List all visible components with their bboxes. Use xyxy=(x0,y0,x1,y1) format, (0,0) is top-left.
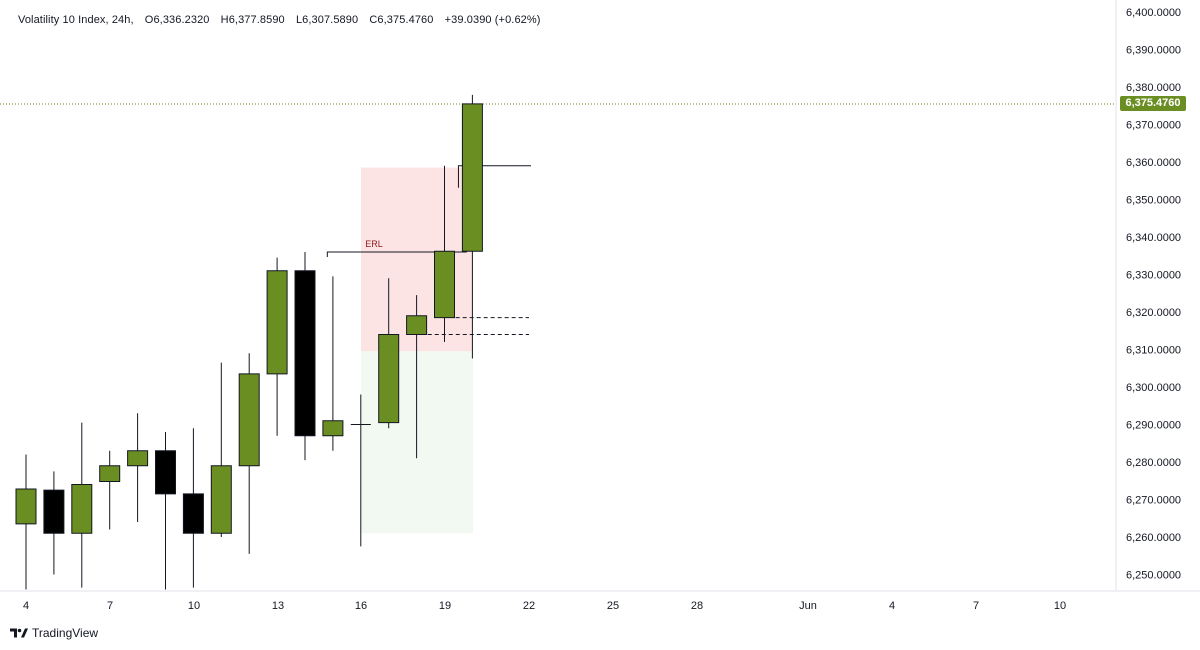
x-tick-label: 19 xyxy=(439,600,451,612)
x-tick-label: 28 xyxy=(691,600,703,612)
y-tick-label: 6,310.0000 xyxy=(1126,345,1181,357)
y-tick-label: 6,380.0000 xyxy=(1126,82,1181,94)
candle-body xyxy=(322,420,344,437)
high-level-line xyxy=(457,165,531,188)
erl-label: ERL xyxy=(365,239,383,249)
tradingview-logo-icon xyxy=(10,628,28,638)
ohlc-legend: Volatility 10 Index, 24h, O6,336.2320 H6… xyxy=(18,14,549,26)
x-tick-label: 7 xyxy=(107,600,113,612)
candle-body xyxy=(127,450,149,467)
candle-body xyxy=(406,315,428,335)
candle-body xyxy=(182,493,204,534)
candle-body xyxy=(378,334,400,424)
y-tick-label: 6,300.0000 xyxy=(1126,382,1181,394)
x-tick-label: 25 xyxy=(607,600,619,612)
y-tick-label: 6,320.0000 xyxy=(1126,307,1181,319)
candle-body xyxy=(238,373,260,467)
x-tick-label: 10 xyxy=(188,600,200,612)
candle-body xyxy=(434,250,455,319)
legend-low: L6,307.5890 xyxy=(295,14,359,26)
candle-body xyxy=(155,450,176,495)
legend-change: +39.0390 (+0.62%) xyxy=(444,14,541,26)
y-tick-label: 6,260.0000 xyxy=(1126,532,1181,544)
y-tick-label: 6,330.0000 xyxy=(1126,270,1181,282)
y-tick-label: 6,350.0000 xyxy=(1126,195,1181,207)
candle-body xyxy=(43,489,65,534)
candle-body xyxy=(294,270,316,437)
candle-body xyxy=(266,270,288,375)
candle-body xyxy=(210,465,232,534)
x-tick-label: 16 xyxy=(355,600,367,612)
tradingview-brand[interactable]: TradingView xyxy=(10,626,98,640)
y-tick-label: 6,340.0000 xyxy=(1126,232,1181,244)
candle-body xyxy=(461,103,483,252)
candle-body xyxy=(99,465,121,482)
x-tick-label: 4 xyxy=(23,600,29,612)
x-tick-label: 7 xyxy=(973,600,979,612)
legend-high: H6,377.8590 xyxy=(220,14,285,26)
y-tick-label: 6,400.0000 xyxy=(1126,7,1181,19)
y-tick-label: 6,250.0000 xyxy=(1126,570,1181,582)
candle-body xyxy=(15,488,37,525)
x-tick-label: 10 xyxy=(1054,600,1066,612)
y-tick-label: 6,360.0000 xyxy=(1126,157,1181,169)
x-tick-label: Jun xyxy=(799,600,817,612)
x-tick-label: 13 xyxy=(272,600,284,612)
legend-open: O6,336.2320 xyxy=(144,14,210,26)
brand-label: TradingView xyxy=(32,626,99,640)
y-tick-label: 6,290.0000 xyxy=(1126,420,1181,432)
y-tick-label: 6,370.0000 xyxy=(1126,120,1181,132)
y-tick-label: 6,390.0000 xyxy=(1126,45,1181,57)
legend-close: C6,375.4760 xyxy=(369,14,434,26)
last-price-label: 6,375.4760 xyxy=(1120,96,1186,111)
legend-symbol: Volatility 10 Index, 24h, xyxy=(18,14,134,26)
y-tick-label: 6,280.0000 xyxy=(1126,457,1181,469)
y-tick-label: 6,270.0000 xyxy=(1126,495,1181,507)
x-tick-label: 4 xyxy=(889,600,895,612)
x-tick-label: 22 xyxy=(523,600,535,612)
erl-line xyxy=(326,251,467,257)
candle-body xyxy=(71,484,93,534)
